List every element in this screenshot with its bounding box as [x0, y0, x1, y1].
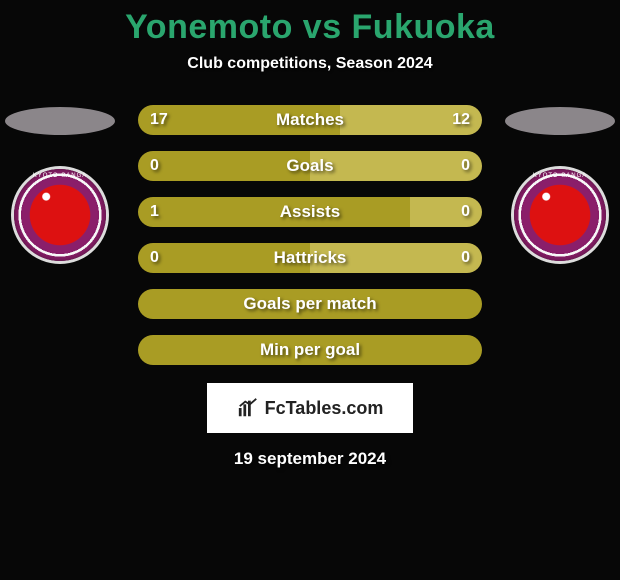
- stat-bar-matches: 1712Matches: [138, 105, 482, 135]
- stat-bar-min-per-goal: Min per goal: [138, 335, 482, 365]
- stat-bar-assists: 10Assists: [138, 197, 482, 227]
- player-left-col: [0, 105, 120, 261]
- branding-badge: FcTables.com: [207, 383, 413, 433]
- stat-left-value: 0: [138, 243, 310, 273]
- stat-bars: 1712Matches 00Goals 10Assists 00Hattricks Go…: [138, 105, 482, 365]
- comparison-panel: 1712Matches 00Goals 10Assists 00Hattricks Go…: [0, 105, 620, 469]
- stat-bar-goals: 00Goals: [138, 151, 482, 181]
- stat-left-value: 0: [138, 151, 310, 181]
- chart-icon: [237, 397, 259, 419]
- stat-bar-goals-per-match: Goals per match: [138, 289, 482, 319]
- stat-right-value: 0: [310, 151, 482, 181]
- stat-right-value: 12: [340, 105, 482, 135]
- branding-text: FcTables.com: [265, 398, 384, 419]
- portrait-placeholder-left: [5, 107, 115, 135]
- subtitle: Club competitions, Season 2024: [0, 55, 620, 73]
- club-crest-left: [14, 169, 106, 261]
- stat-right-value: 0: [310, 243, 482, 273]
- stat-right-value: 0: [410, 197, 482, 227]
- stat-bar-hattricks: 00Hattricks: [138, 243, 482, 273]
- date-label: 19 september 2024: [0, 449, 620, 469]
- page-title: Yonemoto vs Fukuoka: [0, 0, 620, 47]
- portrait-placeholder-right: [505, 107, 615, 135]
- stat-left-value: 17: [138, 105, 340, 135]
- player-right-col: [500, 105, 620, 261]
- stat-left-value: 1: [138, 197, 410, 227]
- club-crest-right: [514, 169, 606, 261]
